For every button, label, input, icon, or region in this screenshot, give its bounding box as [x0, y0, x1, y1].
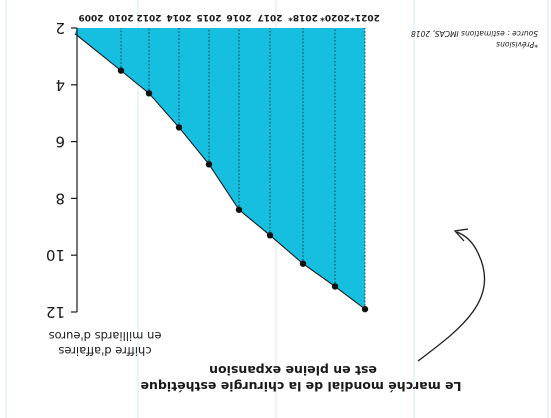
- area-fill: [75, 28, 365, 310]
- y-tick-label: 10: [46, 246, 65, 264]
- y-tick-label: 6: [55, 133, 65, 151]
- data-point: [266, 232, 274, 239]
- curved-arrow-icon: [417, 231, 485, 362]
- x-tick-label: 2017: [257, 12, 282, 22]
- x-tick-label: 2016: [226, 12, 251, 22]
- y-tick-label: 8: [55, 189, 65, 207]
- chart-canvas: 2 4 6 8 10 12 2009 2010 2012 2014 2015 2016 2017 201…: [5, 0, 549, 418]
- year-droplines: [120, 28, 366, 310]
- chart-title-line-1: Le marché mondial de la chirurgie esthét…: [141, 379, 462, 394]
- y-axis-label-line-1: chiffre d'affaires: [58, 344, 151, 358]
- x-tick-label: 2012: [136, 12, 161, 22]
- source-note: Source : estimations IMCAS, 2018: [411, 29, 538, 38]
- x-tick-label: 2018*: [288, 12, 318, 22]
- data-points: [117, 67, 369, 313]
- data-point: [299, 260, 307, 267]
- data-point: [117, 67, 125, 74]
- y-axis-label-line-2: en milliards d'euros: [49, 329, 162, 343]
- x-tick-label: 2009: [78, 12, 103, 22]
- y-tick-label: 4: [55, 76, 65, 94]
- x-tick-label: 2021*: [350, 12, 380, 22]
- data-point: [145, 90, 153, 97]
- x-tick-label: 2014: [166, 12, 191, 22]
- series-line: [74, 33, 366, 310]
- y-tick-label: 12: [46, 303, 65, 321]
- x-tick-label: 2015: [196, 12, 221, 22]
- y-axis-ticks: 2 4 6 8 10 12: [46, 19, 77, 321]
- data-point: [175, 124, 183, 131]
- forecast-footnote: *Prévisions: [496, 40, 538, 49]
- y-tick-label: 2: [55, 19, 65, 37]
- data-point: [331, 283, 339, 290]
- data-point: [361, 305, 369, 313]
- arrow-head-icon: [453, 228, 469, 242]
- x-tick-label: 2020*: [320, 12, 350, 22]
- x-axis-labels: 2009 2010 2012 2014 2015 2016 2017 2018* 2020* 20…: [78, 12, 379, 22]
- data-point: [235, 206, 243, 213]
- chart-title-line-2: est en pleine expansion: [209, 363, 377, 378]
- data-point: [205, 161, 213, 168]
- x-tick-label: 2010: [108, 12, 133, 22]
